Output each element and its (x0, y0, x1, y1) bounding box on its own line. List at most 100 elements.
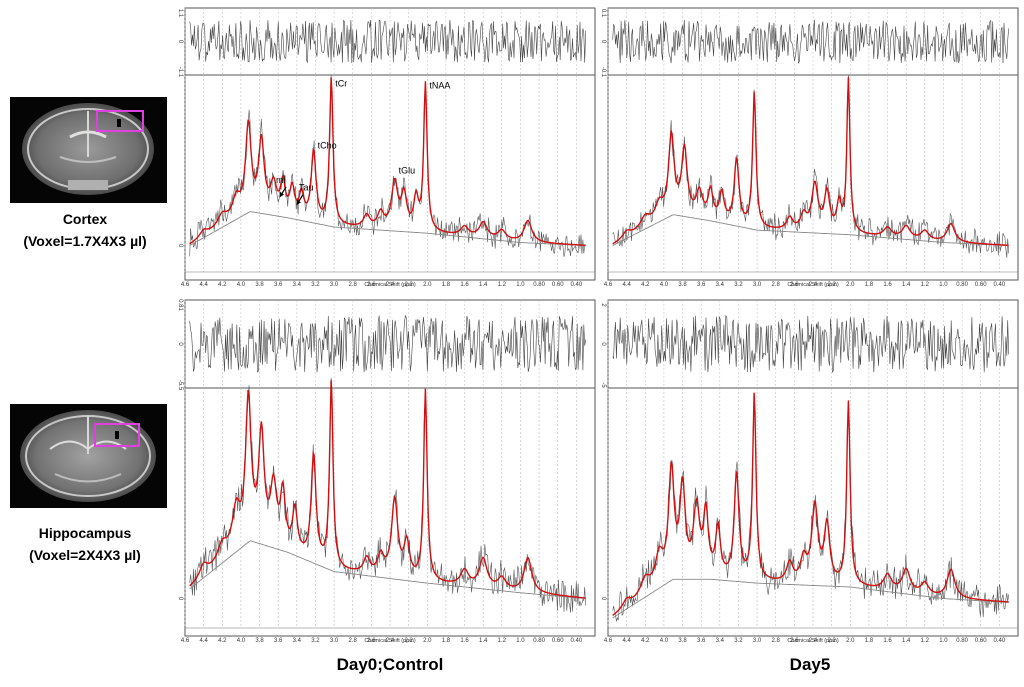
x-tick-label: 2.2 (827, 638, 836, 644)
chart-cortex-day5: 4.6 4.4 4.2 4.0 3.8 3.6 3.4 3.2 3.0 2.8 2.6 2.4 2.2 2… (600, 7, 1019, 288)
hippocampus-label: Hippocampus (38, 525, 132, 541)
x-tick-label: 2.4 (386, 282, 395, 288)
x-tick-label: 1.6 (460, 282, 469, 288)
residual-line (189, 314, 586, 373)
x-tick-label: 1.4 (479, 638, 488, 644)
x-tick-label: 3.2 (311, 638, 320, 644)
residual-tick-label: 0.81 (177, 299, 183, 311)
x-tick-label: 3.6 (697, 282, 706, 288)
baseline-line (612, 578, 1009, 619)
x-tick-label: 2.2 (404, 282, 413, 288)
x-tick-label: 2.4 (809, 282, 818, 288)
x-tick-label: 0.60 (975, 638, 987, 644)
x-tick-label: 3.8 (678, 638, 687, 644)
fit-line (189, 380, 586, 599)
x-tick-label: 4.6 (604, 638, 613, 644)
x-tick-label: 3.8 (255, 282, 264, 288)
x-tick-label: 2.6 (790, 282, 799, 288)
x-tick-label: 2.4 (809, 638, 818, 644)
y-tick-label: 0 (177, 244, 183, 248)
x-tick-label: 4.6 (181, 638, 190, 644)
hippocampus-voxel: (Voxel=2X4X3 µl) (29, 547, 141, 563)
x-axis-label: Chemical Shift (ppm) (787, 638, 839, 644)
x-tick-label: 4.2 (641, 282, 650, 288)
x-tick-label: 1.4 (902, 638, 911, 644)
x-tick-label: 3.2 (311, 282, 320, 288)
x-tick-label: 1.6 (883, 282, 892, 288)
x-tick-label: 3.4 (293, 638, 302, 644)
plot-frame (607, 74, 1019, 281)
x-tick-label: 1.0 (939, 638, 948, 644)
x-tick-label: 0.80 (956, 638, 968, 644)
x-tick-label: 1.2 (921, 638, 930, 644)
x-tick-label: 2.0 (423, 638, 432, 644)
arrow-head-tau (296, 199, 301, 205)
peak-label-tglu: tGlu (399, 165, 416, 175)
voxel-box (94, 423, 140, 447)
residual-tick-label: 2 (600, 303, 606, 307)
x-tick-label: 0.40 (571, 282, 583, 288)
x-tick-label: 3.4 (716, 282, 725, 288)
residual-tick-label: -0.1 (600, 67, 606, 78)
x-tick-label: 1.8 (442, 282, 451, 288)
x-tick-label: 4.0 (660, 282, 669, 288)
residual-tick-label: 0.1 (600, 9, 606, 18)
residual-tick-label: -1.1 (177, 67, 183, 78)
x-tick-label: 2.0 (423, 282, 432, 288)
x-tick-label: 1.4 (902, 282, 911, 288)
x-tick-label: 4.4 (199, 638, 208, 644)
x-tick-label: 3.4 (716, 638, 725, 644)
residual-tick-label: -5.5 (177, 380, 183, 391)
peak-label-tcr: tCr (335, 79, 347, 89)
x-tick-label: 2.8 (349, 282, 358, 288)
x-tick-label: 0.80 (533, 282, 545, 288)
x-tick-label: 1.6 (460, 638, 469, 644)
x-tick-label: 1.4 (479, 282, 488, 288)
x-tick-label: 0.60 (552, 282, 564, 288)
y-tick-label: 0 (600, 597, 606, 601)
residual-line (612, 19, 1009, 64)
x-tick-label: 4.6 (604, 282, 613, 288)
baseline-line (612, 214, 1009, 247)
x-tick-label: 1.0 (516, 282, 525, 288)
residual-tick-label: 0 (177, 40, 183, 44)
x-tick-label: 4.2 (218, 282, 227, 288)
x-tick-label: 1.8 (865, 638, 874, 644)
x-tick-label: 4.6 (181, 282, 190, 288)
voxel-box (96, 110, 144, 132)
x-tick-label: 2.8 (772, 282, 781, 288)
residual-tick-label: 0 (177, 342, 183, 346)
chart-cortex-day0: 4.6 4.4 4.2 4.0 3.8 3.6 3.4 3.2 3.0 2.8 2.6 2.4 2.2 2… (177, 7, 596, 288)
baseline-line (189, 540, 586, 600)
mri-image-hippocampus (10, 404, 167, 508)
x-tick-label: 3.2 (734, 282, 743, 288)
data-line (189, 377, 586, 613)
x-tick-label: 4.4 (199, 282, 208, 288)
x-tick-label: 2.0 (846, 282, 855, 288)
x-tick-label: 2.6 (790, 638, 799, 644)
x-tick-label: 3.8 (255, 638, 264, 644)
x-tick-label: 3.0 (330, 638, 339, 644)
x-tick-label: 2.2 (404, 638, 413, 644)
x-tick-label: 0.40 (571, 638, 583, 644)
x-axis-label: Chemical Shift (ppm) (787, 282, 839, 288)
x-tick-label: 1.0 (516, 638, 525, 644)
chart-hippocampus-day0: 4.6 4.4 4.2 4.0 3.8 3.6 3.4 3.2 3.0 2.8 2.6 2.4 2.2 2… (177, 299, 596, 644)
x-tick-label: 1.0 (939, 282, 948, 288)
x-tick-label: 2.6 (367, 282, 376, 288)
peak-label-mi: mI (276, 175, 286, 185)
peak-label-tcho: tCho (318, 141, 337, 151)
brain-scan-hippocampus (20, 410, 156, 502)
x-tick-label: 2.2 (827, 282, 836, 288)
x-tick-label: 4.4 (622, 638, 631, 644)
x-tick-label: 4.2 (641, 638, 650, 644)
column-label-day0: Day0;Control (336, 655, 444, 674)
x-tick-label: 0.60 (975, 282, 987, 288)
arrow-head-mi (280, 191, 285, 197)
x-tick-label: 1.2 (921, 282, 930, 288)
residual-tick-label: 0 (600, 342, 606, 346)
x-tick-label: 4.4 (622, 282, 631, 288)
x-tick-label: 1.2 (498, 282, 507, 288)
x-tick-label: 3.0 (753, 638, 762, 644)
x-tick-label: 2.6 (367, 638, 376, 644)
